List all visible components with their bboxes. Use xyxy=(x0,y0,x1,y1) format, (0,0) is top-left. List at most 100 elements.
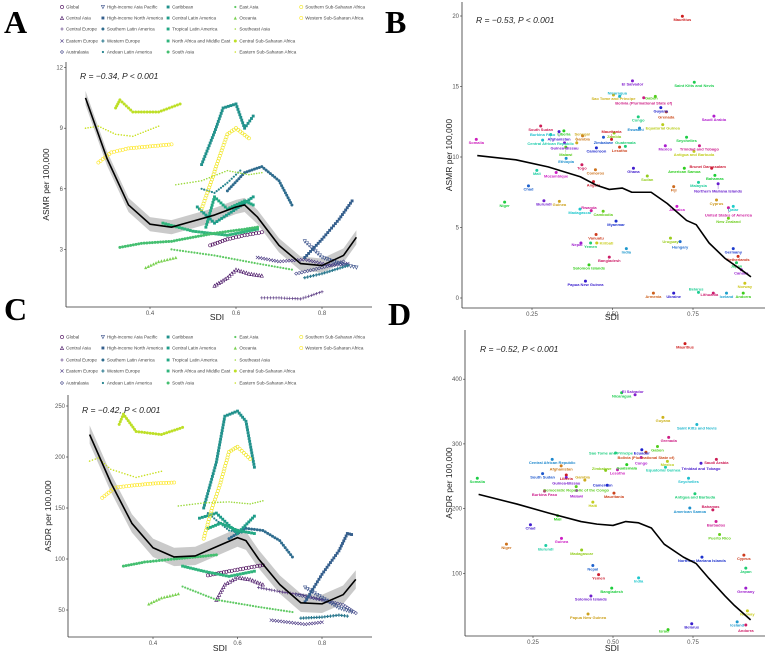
country-label: El Salvador xyxy=(622,82,644,87)
legend-label: High-income North America xyxy=(107,346,164,351)
legend-label: Southeast Asia xyxy=(239,27,270,32)
data-point xyxy=(207,570,211,574)
data-point xyxy=(157,259,161,264)
data-point xyxy=(191,503,194,506)
data-point xyxy=(241,121,245,125)
data-point xyxy=(268,607,271,610)
legend-marker-icon xyxy=(166,5,170,9)
country-point xyxy=(587,263,591,267)
data-point xyxy=(217,592,222,597)
data-point xyxy=(222,501,225,503)
data-point xyxy=(248,173,250,176)
data-point xyxy=(151,559,155,563)
data-point xyxy=(117,422,121,426)
country-point xyxy=(744,623,748,627)
country-point xyxy=(564,156,568,160)
legend-marker-icon xyxy=(100,5,106,10)
legend-marker-icon xyxy=(60,358,64,362)
data-point xyxy=(267,264,271,267)
data-point xyxy=(230,501,233,503)
data-point xyxy=(225,521,229,525)
data-point xyxy=(219,111,223,115)
data-point xyxy=(157,559,161,563)
data-point xyxy=(186,504,188,506)
data-point xyxy=(241,415,245,419)
data-point xyxy=(197,591,200,594)
data-point xyxy=(148,110,152,114)
country-label: Eswatini xyxy=(627,127,643,132)
data-point xyxy=(341,607,347,612)
data-point xyxy=(213,191,216,194)
data-point xyxy=(251,203,255,207)
series-high-income-north-america xyxy=(303,199,354,259)
data-point xyxy=(202,157,206,161)
country-point xyxy=(601,209,605,213)
data-point xyxy=(245,200,249,204)
data-point xyxy=(219,515,223,519)
x-axis-label: SDI xyxy=(213,643,227,653)
data-point xyxy=(258,172,261,174)
data-point xyxy=(201,160,205,164)
country-label: Iceland xyxy=(730,623,744,628)
data-point xyxy=(227,273,232,278)
data-point xyxy=(143,560,147,564)
data-point xyxy=(345,206,349,210)
data-point xyxy=(297,593,302,598)
data-point xyxy=(237,575,243,580)
data-point xyxy=(242,172,245,175)
country-point xyxy=(597,573,601,577)
legend-item: Tropical Latin America xyxy=(166,27,218,32)
data-point xyxy=(221,230,225,234)
data-point xyxy=(348,532,351,536)
data-point xyxy=(234,171,237,173)
country-point xyxy=(655,444,659,448)
country-label: Canada xyxy=(734,271,749,276)
data-point xyxy=(353,611,358,616)
data-point xyxy=(154,432,158,436)
data-point xyxy=(161,221,165,225)
data-point xyxy=(94,458,97,460)
data-point xyxy=(200,209,204,213)
data-point xyxy=(203,178,205,181)
data-point xyxy=(266,170,270,174)
data-point xyxy=(112,469,115,471)
data-point xyxy=(244,134,249,139)
series-western-europe xyxy=(303,263,350,280)
legend-item: Western Europe xyxy=(101,369,140,374)
data-point xyxy=(247,570,251,574)
data-point xyxy=(247,531,251,534)
data-point xyxy=(229,210,233,214)
country-label: Norway xyxy=(738,284,753,289)
data-point xyxy=(233,573,237,577)
data-point xyxy=(208,217,212,221)
country-label: Fiji xyxy=(671,187,677,192)
data-point xyxy=(206,554,210,558)
series-central-asia xyxy=(214,575,265,602)
data-point xyxy=(170,429,174,433)
data-point xyxy=(223,205,227,209)
data-point xyxy=(227,187,231,191)
data-point xyxy=(129,243,133,247)
data-point xyxy=(250,527,254,531)
data-point xyxy=(241,451,246,455)
data-point xyxy=(308,274,313,278)
country-label: Lithuania xyxy=(700,292,719,297)
legend-label: Southern Sub-Saharan Africa xyxy=(305,335,365,340)
data-point xyxy=(124,472,126,475)
data-point xyxy=(118,485,123,489)
data-point xyxy=(334,613,338,618)
country-point xyxy=(535,168,539,172)
country-label: Mauritania xyxy=(602,129,623,134)
data-point xyxy=(233,530,237,533)
legend-marker-icon xyxy=(101,39,105,43)
data-point xyxy=(124,104,128,108)
data-point xyxy=(308,595,313,600)
y-tick-label: 0 xyxy=(456,296,460,302)
data-point xyxy=(118,420,122,424)
country-label: Cyprus xyxy=(710,201,725,206)
data-point xyxy=(206,220,209,224)
country-label: Guyana xyxy=(653,108,668,113)
data-point xyxy=(313,249,318,254)
data-point xyxy=(129,563,133,567)
data-point xyxy=(317,577,321,581)
